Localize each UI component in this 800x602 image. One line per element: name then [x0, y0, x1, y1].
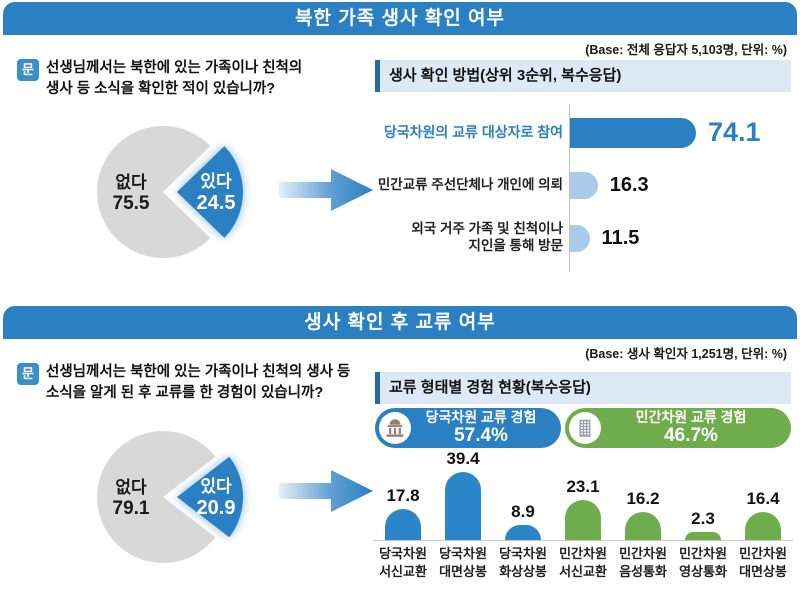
pie-yes-value: 20.9: [197, 497, 236, 519]
exchange-bar-chart: 17.8 당국차원 서신교환 39.4 당국차원 대면상봉 8.9 당국차원 화상상봉 23.1 민…: [373, 449, 793, 596]
government-building-icon: [379, 412, 411, 444]
bar: [570, 172, 598, 199]
bar: [570, 225, 590, 252]
bar-value: 11.5: [601, 226, 640, 249]
bar-value: 16.2: [626, 489, 660, 509]
bar-column: 16.2: [613, 456, 673, 540]
bar: [570, 118, 696, 148]
bar: [385, 509, 421, 540]
pie-yes-value: 24.5: [197, 192, 236, 214]
bar-label: 민간교류 주선단체나 개인에 의뢰: [377, 176, 563, 192]
bar-label: 민간차원 음성통화: [619, 546, 667, 579]
badge-value: 57.4%: [454, 425, 508, 447]
bar-column: 8.9: [493, 456, 553, 540]
bar-column: 17.8: [373, 456, 433, 540]
pie-no-value: 79.1: [113, 498, 150, 519]
bar-value: 23.1: [566, 477, 600, 497]
pie-yes-label: 있다: [200, 172, 232, 191]
bar-value: 16.3: [609, 173, 649, 196]
pie-slice-yes: [177, 146, 243, 238]
pie-yes-label: 있다: [200, 477, 232, 496]
badge-government-exchange: 당국차원 교류 경험 57.4%: [375, 408, 561, 448]
panel2-base-note: (Base: 생사 확인자 1,251명, 단위: %): [585, 347, 787, 361]
pie-no-label: 없다: [115, 478, 147, 497]
question-icon: 문: [17, 363, 39, 385]
panel1-title: 북한 가족 생사 확인 여부: [3, 2, 797, 35]
pie-slice-yes: [177, 456, 244, 538]
bar-value: 39.4: [446, 449, 480, 469]
badge-value: 46.7%: [664, 425, 718, 447]
badge-label: 당국차원 교류 경험: [425, 409, 537, 426]
confirm-method-chart: 당국차원의 교류 대상자로 참여 74.1 민간교류 주선단체나 개인에 의뢰 16.…: [3, 102, 795, 274]
bar-value: 16.4: [746, 488, 780, 508]
badge-civilian-exchange: 민간차원 교류 경험 46.7%: [565, 408, 791, 448]
bar-label: 민간차원 서신교환: [559, 546, 607, 579]
bar-label: 당국차원 서신교환: [379, 546, 427, 579]
bar: [565, 500, 601, 540]
bar: [745, 511, 781, 540]
pie-slice-no: [96, 126, 211, 258]
bar: [445, 472, 481, 540]
bar: [625, 512, 661, 540]
right-arrow-icon: [279, 470, 373, 512]
pie-no-value: 75.5: [113, 193, 150, 214]
bar-value: 74.1: [707, 117, 761, 147]
bar-column: 2.3: [673, 456, 733, 540]
bar-label: 당국차원 대면상봉: [439, 546, 487, 579]
bar-value: 8.9: [511, 501, 535, 521]
panel2-title: 생사 확인 후 교류 여부: [3, 306, 797, 339]
bar-value: 17.8: [386, 486, 420, 506]
panel1-question: 문 선생님께서는 북한에 있는 가족이나 친척의 생사 등 소식을 확인한 적이…: [17, 58, 367, 100]
pie-no-label: 없다: [115, 173, 147, 192]
bar-column: 23.1: [553, 456, 613, 540]
right-arrow-icon: [279, 169, 373, 211]
bar-label: 당국차원의 교류 대상자로 참여: [383, 124, 563, 140]
bar: [505, 524, 541, 540]
bar-label: 당국차원 화상상봉: [499, 546, 547, 579]
bar-value: 2.3: [691, 509, 715, 528]
panel2-pie-chart: 없다 79.1 있다 20.9: [97, 431, 244, 563]
panel1-section-title: 생사 확인 방법(상위 3순위, 복수응답): [375, 60, 791, 92]
bar-label: 외국 거주 가족 및 친척이나 지인을 통해 방문: [411, 220, 563, 254]
bar: [685, 532, 721, 540]
panel1-question-text: 선생님께서는 북한에 있는 가족이나 친척의 생사 등 소식을 확인한 적이 있…: [46, 60, 303, 98]
panel1-base-note: (Base: 전체 응답자 5,103명, 단위: %): [585, 43, 787, 57]
pie-slice-no: [97, 431, 216, 563]
apartment-building-icon: [569, 412, 601, 444]
panel-exchange-after-confirmation: 생사 확인 후 교류 여부 (Base: 생사 확인자 1,251명, 단위: …: [3, 306, 797, 600]
panel2-section-title: 교류 형태별 경험 현황(복수응답): [375, 372, 791, 404]
panel2-question-text: 선생님께서는 북한에 있는 가족이나 친척의 생사 등 소식을 알게 된 후 교…: [46, 364, 351, 402]
badge-label: 민간차원 교류 경험: [635, 409, 747, 426]
chart-baseline: [373, 540, 793, 541]
bar-column: 16.4: [733, 456, 793, 540]
chart-axis-line: [569, 104, 570, 272]
question-icon: 문: [17, 59, 39, 81]
bar-label: 민간차원 대면상봉: [739, 546, 787, 579]
panel-survival-confirmation: 북한 가족 생사 확인 여부 (Base: 전체 응답자 5,103명, 단위:…: [3, 2, 797, 298]
bar-label: 민간차원 영상통화: [679, 546, 727, 579]
panel2-question: 문 선생님께서는 북한에 있는 가족이나 친척의 생사 등 소식을 알게 된 후…: [17, 362, 387, 404]
bar-column: 39.4: [433, 449, 493, 540]
panel1-pie-chart: 없다 75.5 있다 24.5: [96, 126, 243, 258]
